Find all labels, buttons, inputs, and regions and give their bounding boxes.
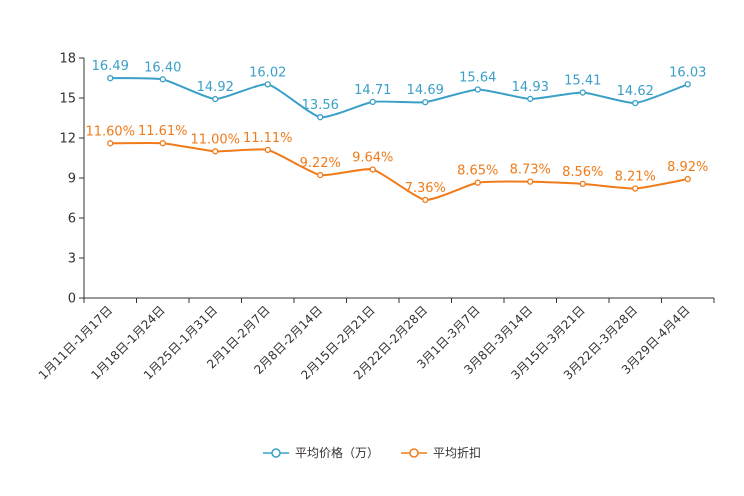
data-point: [579, 180, 586, 188]
data-label: 8.56%: [562, 165, 603, 180]
data-point: [474, 179, 481, 186]
data-point: [264, 146, 271, 154]
data-point: [317, 171, 324, 179]
data-point: [579, 89, 586, 96]
data-label: 9.22%: [300, 156, 341, 171]
legend: 平均价格（万） 平均折扣: [0, 444, 744, 461]
data-point: [159, 76, 166, 83]
data-label: 15.41: [564, 74, 601, 89]
data-point: [369, 166, 376, 173]
line-chart: 03691215181月11日-1月17日1月18日-1月24日1月25日-1月…: [36, 52, 715, 382]
legend-marker-price-icon: [262, 447, 289, 458]
data-point: [684, 175, 691, 183]
y-tick-label: 0: [68, 292, 76, 307]
data-label: 14.69: [407, 83, 444, 98]
data-label: 15.64: [459, 70, 496, 85]
data-point: [527, 178, 534, 185]
data-point: [107, 74, 114, 82]
data-label: 11.61%: [138, 124, 188, 139]
legend-label-price: 平均价格（万）: [294, 446, 379, 460]
data-point: [632, 99, 639, 107]
data-label: 8.92%: [667, 160, 708, 175]
data-point: [474, 86, 481, 93]
y-tick-label: 9: [68, 172, 76, 187]
data-label: 16.03: [669, 65, 706, 80]
data-point: [684, 81, 691, 88]
data-point: [212, 95, 219, 103]
data-label: 11.00%: [190, 132, 240, 147]
data-point: [369, 98, 376, 106]
y-tick-label: 6: [68, 212, 76, 227]
legend-label-discount: 平均折扣: [433, 446, 482, 460]
y-tick-label: 12: [59, 132, 76, 147]
y-tick-label: 15: [59, 92, 76, 107]
data-label: 9.64%: [352, 150, 393, 165]
data-label: 14.62: [617, 84, 654, 99]
legend-marker-discount-icon: [401, 447, 427, 458]
data-point: [422, 98, 429, 106]
data-point: [422, 196, 429, 204]
data-point: [107, 140, 114, 147]
data-point: [264, 81, 271, 88]
data-point: [317, 114, 324, 121]
data-label: 8.65%: [457, 164, 498, 179]
data-label: 8.73%: [510, 163, 551, 178]
data-label: 14.92: [197, 80, 234, 95]
data-label: 8.21%: [615, 170, 656, 185]
series-1: 11.60% 11.61%11.00% 11.11% 9.22% 9.64% 7.36% 8…: [85, 124, 708, 204]
data-point: [632, 185, 639, 192]
data-label: 14.93: [512, 80, 549, 95]
series-0: 16.49 16.40 14.92 16.02 13.56 14.71 14.69 15.64…: [92, 59, 706, 121]
data-label: 14.71: [354, 83, 391, 98]
data-point: [527, 95, 534, 103]
data-label: 16.40: [144, 60, 181, 75]
data-label: 7.36%: [405, 181, 446, 196]
y-tick-label: 18: [59, 52, 76, 67]
series-layer: 16.49 16.40 14.92 16.02 13.56 14.71 14.69 15.64…: [85, 59, 708, 204]
y-tick-label: 3: [68, 252, 76, 267]
data-point: [212, 148, 219, 155]
data-label: 16.02: [249, 65, 286, 80]
data-label: 16.49: [92, 59, 129, 74]
legend-item-price[interactable]: 平均价格（万）: [262, 444, 379, 461]
data-point: [159, 140, 166, 147]
legend-item-discount[interactable]: 平均折扣: [401, 444, 481, 461]
data-label: 11.11%: [243, 131, 293, 146]
data-label: 13.56: [302, 98, 339, 113]
data-label: 11.60%: [85, 124, 135, 139]
